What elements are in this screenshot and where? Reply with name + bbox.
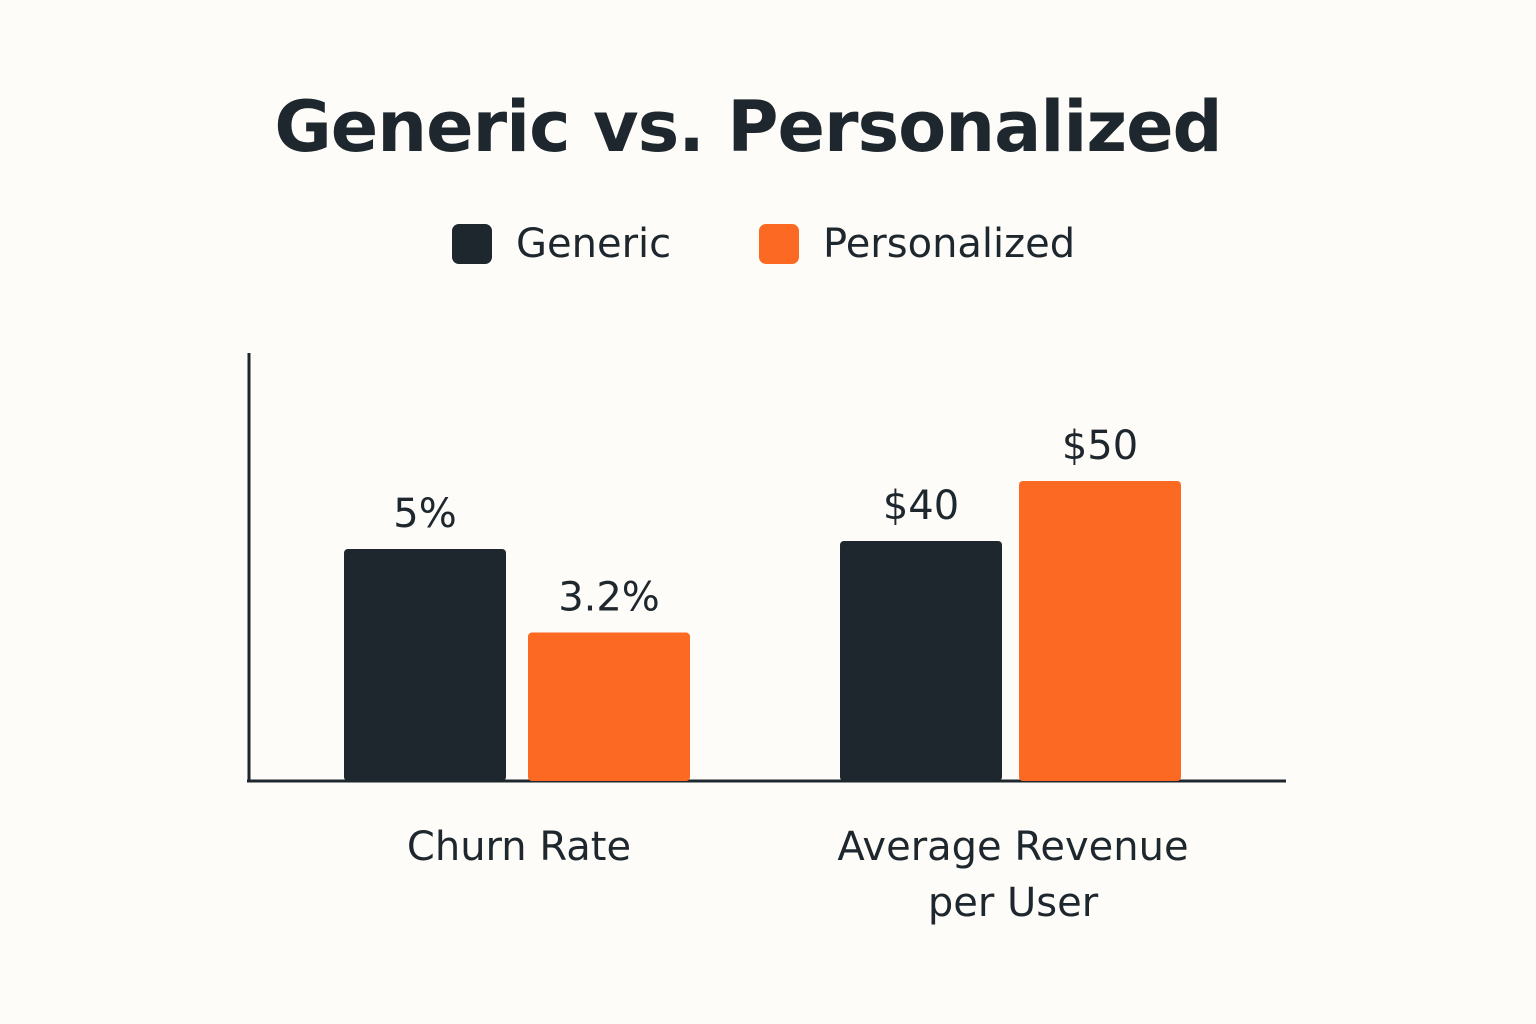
bar-labels-group: 5% 3.2% $40 $50 [393,423,1138,621]
legend-item-personalized: Personalized [759,214,1075,274]
bar-average-revenue-per-user-generic [840,541,1002,781]
bar-value-label-average-revenue-per-user-generic: $40 [883,483,959,529]
bar-average-revenue-per-user-personalized [1019,481,1181,781]
legend-label-personalized: Personalized [823,221,1076,267]
bar-value-label-churn-rate-generic: 5% [393,491,456,537]
bar-value-label-churn-rate-personalized: 3.2% [558,575,660,621]
legend-swatch-generic [452,224,492,264]
legend-label-generic: Generic [516,221,672,267]
bar-churn-rate-personalized [528,632,690,781]
category-labels-group: Churn Rate Average Revenue per User [407,824,1189,926]
category-label-average-revenue-per-user: Average Revenue per User [837,824,1188,926]
chart-title: Generic vs. Personalized [274,86,1222,168]
category-label-line: per User [928,880,1099,926]
category-label-line: Average Revenue [837,824,1188,870]
category-label-line: Churn Rate [407,824,631,870]
bars-group [344,481,1181,781]
legend-swatch-personalized [759,224,799,264]
bar-value-label-average-revenue-per-user-personalized: $50 [1062,423,1138,469]
legend: Generic [452,214,671,274]
category-label-churn-rate: Churn Rate [407,824,631,870]
bar-churn-rate-generic [344,549,506,781]
